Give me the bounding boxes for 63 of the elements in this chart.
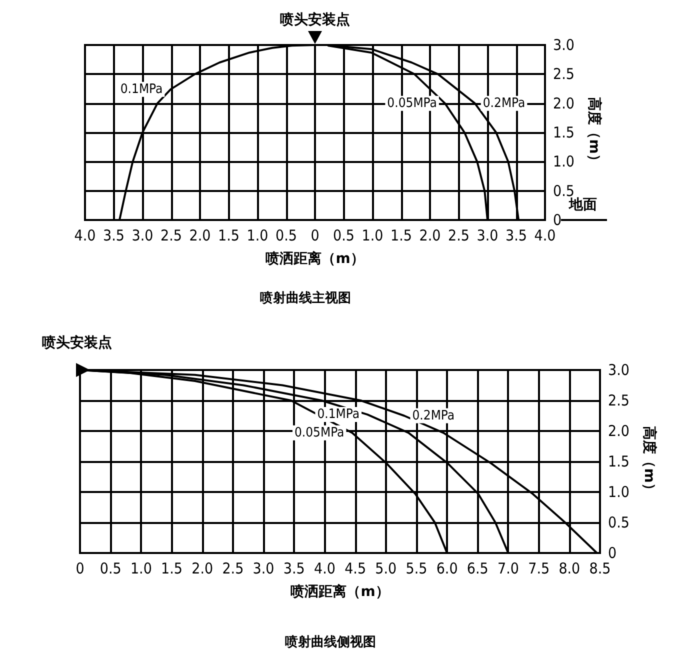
x-axis-title: 喷洒距离（m）: [266, 250, 364, 267]
x-tick-label: 5.5: [406, 560, 428, 578]
series-label: 0.2MPa: [412, 408, 455, 424]
x-tick-label: 4.5: [344, 560, 366, 578]
x-tick-label: 2.5: [448, 226, 470, 244]
x-tick-label: 4.0: [314, 560, 336, 578]
x-tick-label: 1.5: [161, 560, 182, 578]
x-tick-label: 2.0: [192, 560, 214, 578]
y-axis-title: 高度（m）: [641, 426, 658, 497]
y-tick-label: 3.0: [553, 36, 574, 54]
x-tick-label: 7.5: [528, 560, 550, 578]
x-tick-label: 1.0: [362, 226, 384, 244]
x-tick-label: 8.5: [589, 560, 611, 578]
y-tick-label: 2.5: [553, 65, 574, 84]
x-tick-label: 3.0: [252, 560, 274, 578]
x-tick-label: 3.5: [283, 560, 305, 578]
annotation: 喷头安装点: [42, 334, 112, 352]
series-label: 0.1MPa: [120, 82, 163, 97]
x-tick-label: 0.5: [333, 226, 354, 244]
y-axis-title: 高度（m）: [586, 97, 603, 168]
x-tick-label: 3.5: [103, 226, 124, 244]
x-tick-label: 1.5: [390, 226, 412, 244]
x-tick-label: 6.5: [466, 560, 488, 578]
series-label: 0.1MPa: [317, 407, 360, 422]
x-tick-label: 4.0: [74, 226, 96, 244]
y-tick-label: 0.5: [608, 514, 630, 532]
text: 喷射曲线侧视图: [285, 634, 376, 650]
series-label: 0.2MPa: [482, 96, 526, 111]
x-axis-title: 喷洒距离（m）: [290, 583, 390, 600]
y-tick-label: 2.0: [553, 94, 574, 112]
x-tick-label: 1.5: [218, 226, 240, 244]
x-tick-label: 2.0: [419, 226, 441, 244]
x-tick-label: 2.0: [189, 226, 211, 244]
y-tick-label: 3.0: [608, 361, 630, 379]
series-label: 0.05MPa: [387, 96, 437, 111]
y-tick-label: 1.0: [608, 483, 630, 501]
x-tick-label: 3.0: [476, 226, 498, 244]
x-tick-label: 6.0: [436, 560, 458, 578]
x-tick-label: 3.5: [506, 226, 527, 244]
x-tick-label: 5.0: [375, 560, 397, 578]
x-tick-label: 8.0: [558, 560, 580, 578]
y-tick-label: 0: [608, 544, 617, 562]
series-label: 0.05MPa: [294, 425, 344, 440]
x-tick-label: 7.0: [498, 560, 519, 578]
x-tick-label: 0: [76, 560, 84, 578]
y-tick-label: 2.5: [608, 392, 630, 410]
annotation: 喷头安装点: [280, 11, 350, 29]
y-tick-label: 0: [553, 211, 562, 229]
x-tick-label: 4.0: [534, 226, 556, 244]
x-tick-label: 0.5: [276, 226, 297, 244]
x-tick-label: 2.5: [222, 560, 244, 578]
y-tick-label: 1.5: [553, 124, 574, 142]
x-tick-label: 1.0: [130, 560, 152, 578]
text: 地面: [569, 196, 597, 214]
y-tick-label: 1.5: [608, 452, 630, 470]
text: 喷射曲线主视图: [260, 290, 351, 306]
x-tick-label: 2.5: [160, 226, 182, 244]
x-tick-label: 1.0: [246, 226, 268, 244]
y-tick-label: 2.0: [608, 422, 630, 440]
y-tick-label: 1.0: [553, 152, 574, 171]
x-tick-label: 3.0: [132, 226, 154, 244]
x-tick-label: 0.5: [100, 560, 122, 578]
x-tick-label: 0: [310, 226, 320, 244]
